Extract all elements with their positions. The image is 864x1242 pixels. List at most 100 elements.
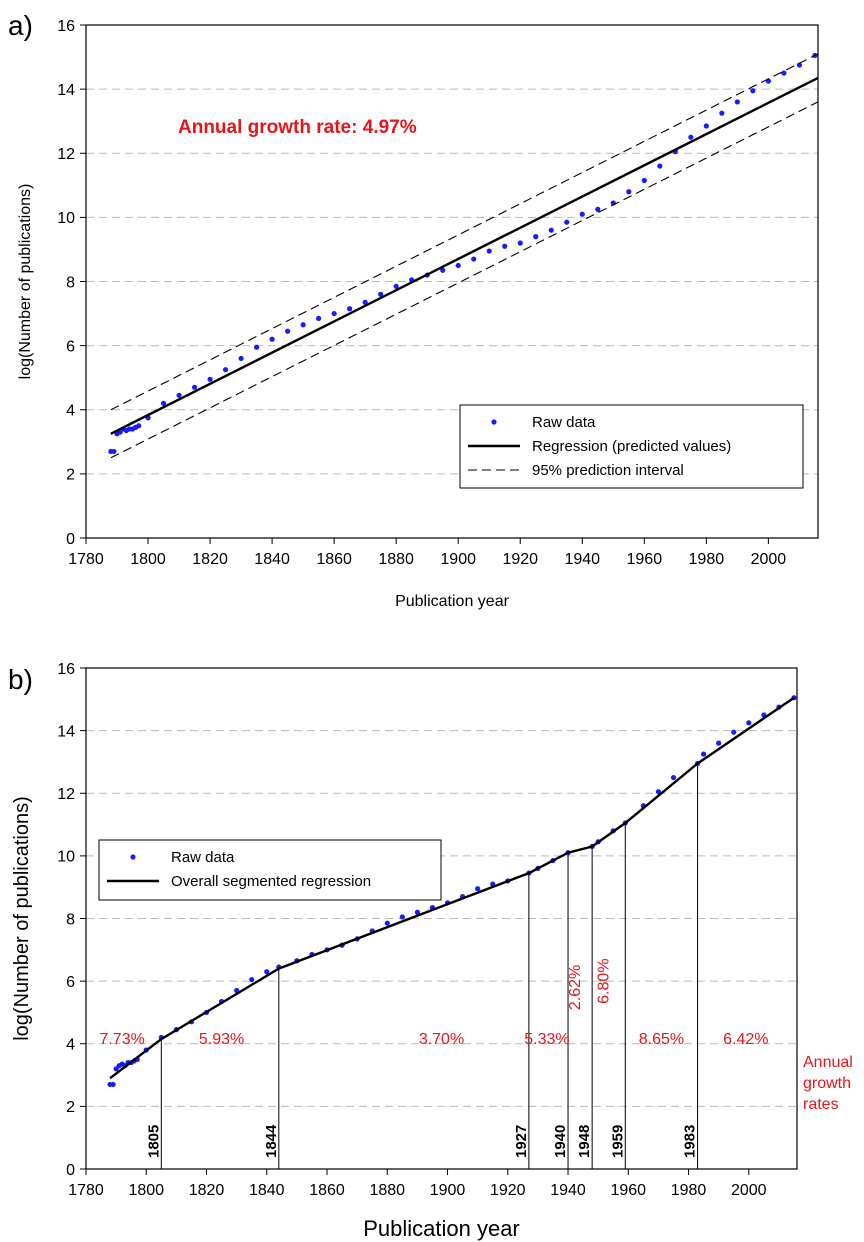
raw-data-point — [207, 376, 213, 382]
raw-data-point — [136, 423, 142, 429]
raw-data-point — [731, 729, 737, 735]
growth-rate-annotation: Annual growth rate: 4.97% — [178, 117, 417, 138]
raw-data-point — [110, 1081, 116, 1088]
x-axis-label: Publication year — [395, 593, 510, 610]
raw-data-point — [249, 976, 255, 983]
panel-label: a) — [8, 10, 33, 41]
legend: Raw data Regression (predicted values) 95%… — [459, 404, 804, 489]
legend-label: Raw data — [171, 849, 235, 866]
x-tick-label: 1980 — [671, 1182, 707, 1199]
x-tick-label: 1840 — [254, 551, 290, 568]
y-tick-label: 8 — [66, 274, 75, 291]
raw-data-point — [716, 740, 722, 746]
prediction-interval-line — [110, 53, 819, 411]
y-tick-label: 0 — [66, 531, 75, 548]
y-tick-label: 14 — [57, 723, 75, 740]
x-tick-label: 1900 — [440, 551, 476, 568]
raw-data-point — [701, 751, 707, 757]
legend-label: Overall segmented regression — [171, 873, 371, 890]
segment-growth-rate: 7.73% — [99, 1031, 144, 1048]
x-tick-label: 2000 — [751, 551, 787, 568]
x-tick-label: 1880 — [378, 551, 414, 568]
chart-panel-b: 0 2 4 6 8 10 12 14 16 1780 1800 1820 1840 1860 1880 190… — [8, 661, 853, 1241]
breakpoint-label: 1948 — [576, 1125, 593, 1158]
y-tick-label: 6 — [66, 974, 75, 991]
legend: Raw data Overall segmented regression — [98, 839, 442, 901]
raw-data-point — [595, 206, 601, 212]
raw-data-point — [316, 315, 322, 321]
raw-data-point — [796, 62, 802, 68]
panel-label: b) — [8, 664, 33, 695]
raw-data-point — [222, 367, 229, 373]
raw-data-point — [471, 256, 477, 262]
raw-data-point — [703, 123, 709, 129]
segment-growth-rate: 8.65% — [639, 1031, 684, 1048]
raw-data-point — [362, 299, 368, 305]
y-tick-label: 10 — [57, 849, 75, 866]
raw-data-point — [533, 234, 539, 240]
y-tick-label: 14 — [57, 82, 75, 99]
raw-data-point — [111, 448, 117, 455]
raw-data-point — [719, 110, 725, 116]
x-tick-label: 1860 — [309, 1182, 345, 1199]
raw-data-point — [657, 163, 663, 169]
raw-data-point — [548, 227, 554, 233]
breakpoint-label: 1940 — [552, 1125, 569, 1158]
raw-data-point — [455, 262, 461, 269]
raw-data-point — [331, 310, 337, 317]
raw-data-point — [160, 400, 167, 406]
y-tick-label: 16 — [57, 18, 75, 35]
segment-growth-rate: 3.70% — [419, 1031, 464, 1048]
raw-data-point — [750, 88, 756, 94]
y-tick-label: 0 — [66, 1162, 75, 1179]
raw-data-point — [688, 134, 694, 140]
chart-panel-a: 0 2 4 6 8 10 12 14 16 1780 1800 1820 1840 1860 1880 190… — [8, 10, 819, 610]
x-tick-label: 1900 — [430, 1182, 466, 1199]
x-tick-label: 1880 — [369, 1182, 405, 1199]
x-tick-label: 1920 — [502, 551, 538, 568]
side-label: growth — [803, 1075, 851, 1092]
raw-data-point — [734, 99, 740, 105]
y-tick-label: 4 — [66, 1037, 75, 1054]
segment-growth-rate: 2.62% — [567, 965, 584, 1010]
raw-data-point — [502, 243, 508, 249]
raw-data-point — [264, 969, 270, 975]
raw-data-point — [176, 392, 182, 398]
raw-data-point — [781, 70, 787, 76]
raw-data-point — [300, 322, 306, 328]
raw-data-point — [399, 914, 405, 920]
x-tick-label: 1920 — [490, 1182, 526, 1199]
raw-data-point — [579, 211, 585, 217]
y-axis-label: log(Number of publications) — [17, 184, 34, 380]
y-tick-label: 16 — [57, 661, 75, 678]
raw-data-point — [655, 789, 662, 795]
raw-data-point — [238, 355, 244, 362]
breakpoint-label: 1959 — [609, 1125, 626, 1158]
legend-label: Regression (predicted values) — [532, 438, 731, 455]
raw-data-point — [378, 291, 384, 297]
x-tick-label: 1860 — [316, 551, 352, 568]
y-tick-label: 2 — [66, 467, 75, 484]
raw-data-point — [564, 219, 570, 225]
legend-label: 95% prediction interval — [532, 462, 684, 479]
raw-data-point — [414, 909, 420, 915]
legend-marker-raw — [491, 419, 497, 425]
x-tick-label: 1820 — [189, 1182, 225, 1199]
legend-label: Raw data — [532, 414, 596, 431]
x-tick-label: 1780 — [68, 551, 104, 568]
raw-data-point — [269, 336, 275, 342]
raw-data-point — [393, 283, 399, 289]
x-tick-label: 1980 — [689, 551, 725, 568]
x-tick-label: 1820 — [192, 551, 228, 568]
breakpoint-label: 1983 — [682, 1125, 699, 1158]
legend-marker-raw — [130, 854, 136, 860]
raw-data-point — [746, 720, 752, 726]
raw-data-point — [285, 328, 291, 334]
raw-data-point — [486, 248, 492, 254]
x-tick-label: 1800 — [130, 551, 166, 568]
x-tick-label: 1960 — [627, 551, 663, 568]
raw-data-point — [475, 886, 481, 892]
raw-data-point — [191, 384, 198, 390]
y-tick-label: 10 — [57, 210, 75, 227]
